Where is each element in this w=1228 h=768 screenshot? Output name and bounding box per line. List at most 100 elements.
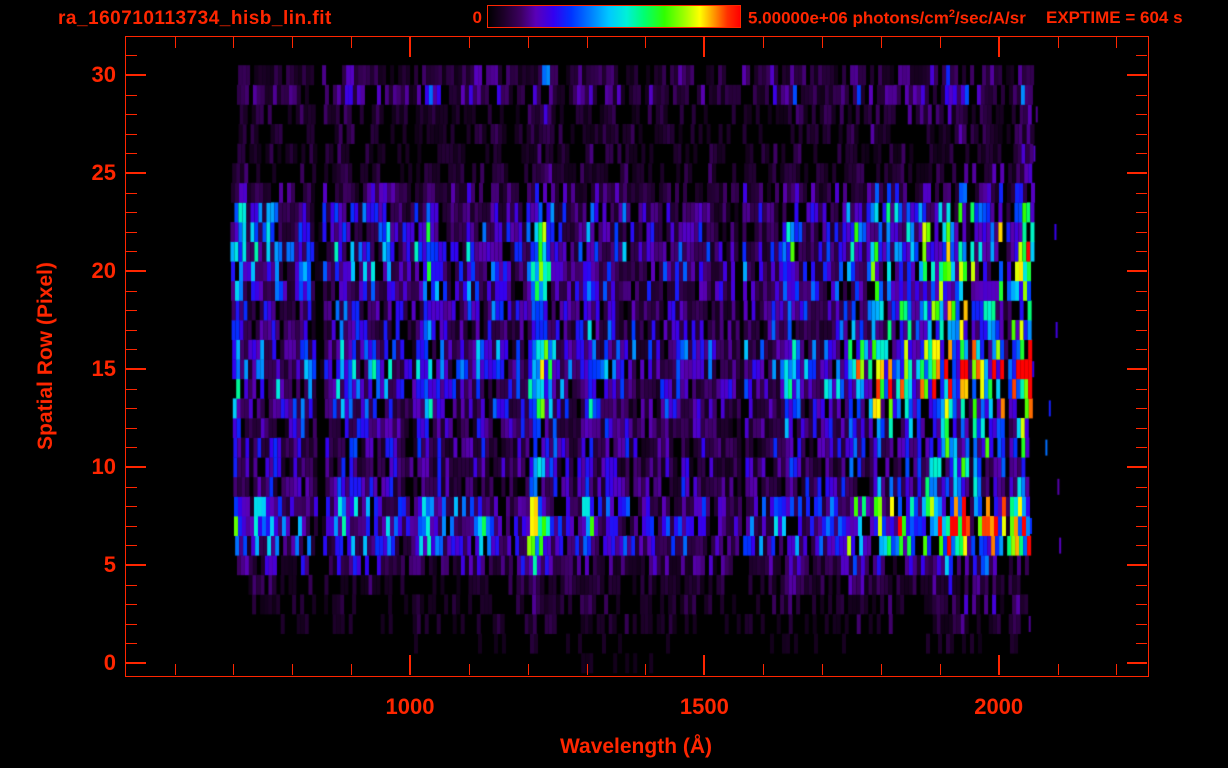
x-minor-tick — [822, 37, 824, 48]
y-minor-tick — [1136, 408, 1147, 410]
y-axis-title: Spatial Row (Pixel) — [34, 262, 57, 450]
y-minor-tick — [1136, 349, 1147, 351]
x-minor-tick — [586, 664, 588, 675]
x-tick-label: 1500 — [679, 694, 729, 719]
y-major-tick — [1127, 74, 1147, 76]
y-minor-tick — [126, 55, 137, 57]
colorbar-units-prefix: photons/cm — [852, 8, 949, 28]
y-minor-tick — [126, 329, 137, 331]
y-major-tick — [1127, 270, 1147, 272]
x-minor-tick — [880, 664, 882, 675]
y-major-tick — [126, 74, 146, 76]
x-minor-tick — [468, 664, 470, 675]
y-major-tick — [1127, 466, 1147, 468]
y-minor-tick — [1136, 388, 1147, 390]
y-minor-tick — [126, 310, 137, 312]
x-minor-tick — [822, 664, 824, 675]
y-tick-label: 30 — [91, 62, 116, 87]
y-tick-label: 5 — [103, 552, 116, 577]
x-minor-tick — [468, 37, 470, 48]
y-minor-tick — [1136, 545, 1147, 547]
y-minor-tick — [126, 584, 137, 586]
colorbar — [487, 5, 741, 28]
y-minor-tick — [126, 231, 137, 233]
y-minor-tick — [126, 133, 137, 135]
y-minor-tick — [126, 290, 137, 292]
y-minor-tick — [126, 545, 137, 547]
x-minor-tick — [527, 37, 529, 48]
y-minor-tick — [126, 388, 137, 390]
y-minor-tick — [1136, 231, 1147, 233]
y-minor-tick — [126, 114, 137, 116]
x-minor-tick — [1057, 664, 1059, 675]
y-minor-tick — [126, 94, 137, 96]
y-minor-tick — [126, 212, 137, 214]
x-minor-tick — [1116, 664, 1118, 675]
y-major-tick — [126, 172, 146, 174]
y-minor-tick — [1136, 506, 1147, 508]
x-minor-tick — [763, 37, 765, 48]
y-major-tick — [126, 466, 146, 468]
x-minor-tick — [939, 664, 941, 675]
y-minor-tick — [126, 604, 137, 606]
y-minor-tick — [1136, 153, 1147, 155]
x-minor-tick — [233, 37, 235, 48]
x-major-tick — [997, 37, 1000, 57]
y-tick-label: 15 — [91, 356, 116, 381]
exptime-label: EXPTIME = 604 s — [1046, 8, 1183, 27]
y-minor-tick — [126, 506, 137, 508]
y-minor-tick — [126, 623, 137, 625]
y-minor-tick — [1136, 643, 1147, 645]
y-minor-tick — [1136, 604, 1147, 606]
y-major-tick — [126, 564, 146, 566]
y-minor-tick — [126, 192, 137, 194]
y-minor-tick — [126, 349, 137, 351]
y-minor-tick — [1136, 133, 1147, 135]
x-minor-tick — [292, 37, 294, 48]
y-minor-tick — [126, 447, 137, 449]
y-minor-tick — [1136, 212, 1147, 214]
x-tick-label: 2000 — [974, 694, 1024, 719]
y-tick-label: 0 — [103, 650, 116, 675]
y-minor-tick — [1136, 310, 1147, 312]
x-minor-tick — [174, 37, 176, 48]
y-minor-tick — [1136, 55, 1147, 57]
x-axis-title: Wavelength (Å) — [559, 735, 713, 758]
x-minor-tick — [292, 664, 294, 675]
y-minor-tick — [1136, 251, 1147, 253]
y-minor-tick — [1136, 427, 1147, 429]
x-major-tick — [703, 37, 706, 57]
y-minor-tick — [1136, 584, 1147, 586]
x-minor-tick — [645, 664, 647, 675]
y-major-tick — [126, 368, 146, 370]
y-minor-tick — [1136, 486, 1147, 488]
x-minor-tick — [586, 37, 588, 48]
x-minor-tick — [527, 664, 529, 675]
y-tick-label: 10 — [91, 454, 116, 479]
y-minor-tick — [1136, 192, 1147, 194]
y-minor-tick — [1136, 525, 1147, 527]
x-major-tick — [409, 655, 411, 675]
x-minor-tick — [880, 37, 882, 48]
y-minor-tick — [1136, 447, 1147, 449]
y-minor-tick — [1136, 94, 1147, 96]
y-minor-tick — [1136, 114, 1147, 116]
x-tick-label: 1000 — [385, 694, 435, 719]
y-major-tick — [1127, 564, 1147, 566]
y-minor-tick — [126, 486, 137, 488]
file-title: ra_160710113734_hisb_lin.fit — [58, 8, 332, 29]
y-minor-tick — [126, 408, 137, 410]
colorbar-max-label: 5.00000e+06 — [748, 8, 848, 28]
x-minor-tick — [1057, 37, 1059, 48]
x-major-tick — [703, 655, 706, 675]
x-minor-tick — [233, 664, 235, 675]
colorbar-units-superscript: 2 — [948, 8, 955, 20]
y-major-tick — [1127, 662, 1147, 664]
colorbar-min-label: 0 — [472, 8, 482, 27]
x-minor-tick — [174, 664, 176, 675]
y-major-tick — [126, 270, 146, 272]
y-minor-tick — [126, 427, 137, 429]
y-major-tick — [1127, 172, 1147, 174]
y-tick-label: 20 — [91, 258, 116, 283]
